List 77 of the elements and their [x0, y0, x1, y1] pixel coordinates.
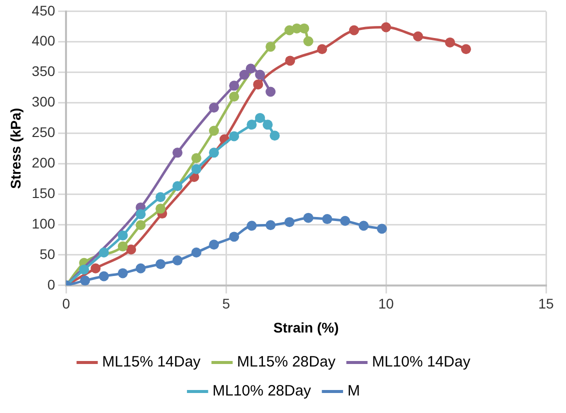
- point: [303, 212, 314, 223]
- point: [340, 216, 350, 226]
- point: [229, 80, 240, 91]
- point: [229, 131, 240, 142]
- point: [445, 37, 456, 48]
- x-tick-label: 10: [378, 296, 394, 312]
- point: [79, 264, 90, 275]
- point: [118, 241, 128, 252]
- point: [461, 44, 472, 54]
- point: [191, 248, 202, 258]
- point: [246, 220, 257, 231]
- point: [285, 56, 296, 66]
- y-tick-label: 0: [47, 276, 56, 292]
- y-tick-label: 250: [32, 124, 56, 140]
- y-axis-title: Stress (kPa): [7, 108, 24, 189]
- point: [299, 23, 310, 34]
- point: [381, 22, 392, 32]
- y-tick-label: 400: [32, 32, 56, 49]
- y-tick-label: 300: [32, 94, 56, 110]
- point: [156, 192, 166, 202]
- point: [191, 153, 202, 164]
- point: [322, 214, 332, 224]
- point: [317, 44, 328, 54]
- point: [303, 36, 314, 46]
- y-tick-label: 150: [32, 184, 56, 201]
- point: [376, 224, 387, 234]
- point: [284, 217, 294, 228]
- point: [270, 130, 280, 141]
- point: [239, 70, 250, 80]
- legend-label: ML15% 28Day: [237, 354, 336, 371]
- point: [118, 230, 128, 240]
- point: [126, 244, 136, 254]
- point: [156, 259, 166, 270]
- legend-label: ML10% 28Day: [212, 382, 312, 400]
- point: [253, 79, 264, 90]
- point: [98, 248, 109, 258]
- point: [191, 164, 202, 174]
- point: [208, 102, 219, 113]
- point: [172, 148, 182, 158]
- point: [80, 276, 90, 286]
- point: [255, 70, 266, 80]
- point: [229, 232, 240, 242]
- y-tick-label: 350: [32, 63, 56, 80]
- y-tick-label: 200: [32, 154, 56, 170]
- y-tick-label: 100: [32, 215, 56, 232]
- x-tick-label: 5: [222, 296, 230, 312]
- legend-label: M: [347, 382, 360, 400]
- y-tick-label: 450: [32, 2, 56, 18]
- point: [208, 240, 219, 250]
- point: [136, 220, 146, 230]
- point: [266, 42, 276, 52]
- point: [98, 271, 109, 282]
- point: [90, 263, 101, 274]
- point: [229, 92, 240, 102]
- point: [413, 31, 424, 42]
- y-tick-label: 50: [40, 246, 56, 262]
- point: [172, 181, 182, 192]
- legend-label: ML15% 14Day: [102, 354, 202, 371]
- point: [136, 263, 146, 274]
- point: [246, 64, 256, 74]
- point: [208, 126, 219, 136]
- point: [136, 209, 146, 220]
- x-tick-label: 0: [62, 296, 70, 312]
- point: [358, 220, 369, 231]
- point: [208, 148, 219, 158]
- point: [172, 255, 182, 266]
- point: [262, 120, 273, 130]
- point: [255, 112, 266, 123]
- point: [156, 204, 166, 214]
- x-tick-label: 15: [538, 296, 554, 312]
- point: [246, 120, 257, 130]
- point: [349, 25, 360, 36]
- point: [118, 268, 128, 278]
- point: [266, 86, 276, 97]
- point: [266, 220, 276, 230]
- x-axis-title: Strain (%): [273, 319, 339, 336]
- legend-label: ML10% 14Day: [372, 354, 471, 371]
